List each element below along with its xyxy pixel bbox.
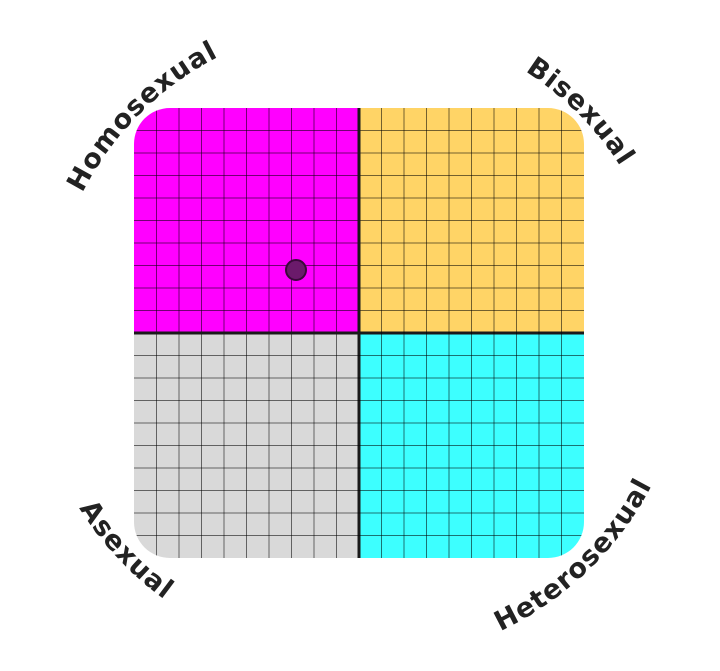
data-point	[285, 259, 307, 281]
